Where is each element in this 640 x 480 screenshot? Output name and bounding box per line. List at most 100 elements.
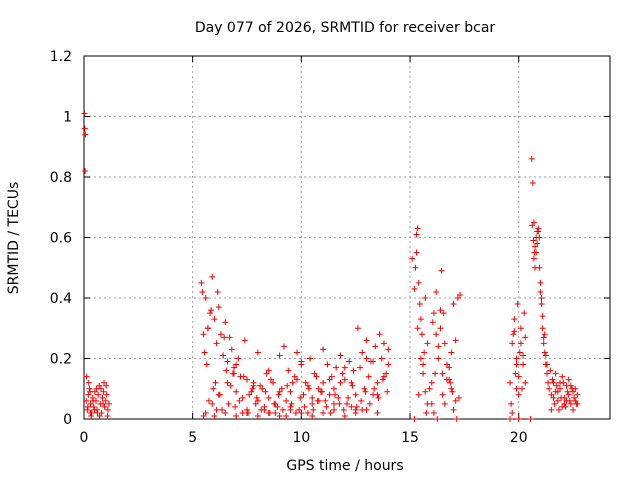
data-point <box>271 400 278 407</box>
data-point <box>103 391 110 398</box>
data-point <box>538 295 545 301</box>
data-point <box>411 285 418 292</box>
data-point <box>553 382 560 389</box>
data-point <box>380 373 387 380</box>
data-point <box>253 394 260 401</box>
data-point <box>510 331 517 338</box>
data-point <box>561 400 568 407</box>
data-point <box>443 376 450 383</box>
data-point <box>371 385 378 392</box>
data-point <box>84 406 91 413</box>
data-point <box>220 352 227 359</box>
data-point <box>250 382 257 389</box>
data-point <box>330 385 337 392</box>
data-point <box>520 361 527 368</box>
data-point <box>513 361 520 368</box>
data-point <box>438 267 445 274</box>
data-point <box>104 406 111 413</box>
data-point <box>94 409 101 416</box>
data-point <box>565 376 572 383</box>
data-point <box>310 406 317 413</box>
data-point <box>87 388 94 395</box>
data-point <box>548 391 555 398</box>
data-point <box>541 331 548 338</box>
data-point <box>215 391 222 398</box>
data-point <box>540 334 547 341</box>
data-point <box>428 379 435 386</box>
data-point <box>224 379 231 386</box>
data-point <box>423 409 430 416</box>
data-point <box>535 225 542 232</box>
data-point <box>313 373 320 380</box>
data-point <box>215 304 222 311</box>
data-point <box>298 409 305 416</box>
data-point <box>330 406 337 413</box>
data-point <box>555 406 562 413</box>
data-point <box>320 409 327 416</box>
data-point <box>537 279 544 286</box>
data-point <box>515 373 522 380</box>
data-point <box>531 249 538 256</box>
data-point <box>542 352 549 359</box>
data-point <box>311 370 318 377</box>
data-point <box>257 382 264 389</box>
data-point <box>547 367 554 374</box>
data-point <box>320 346 327 353</box>
data-point <box>353 403 360 410</box>
data-point <box>279 406 286 413</box>
data-point <box>345 394 352 401</box>
data-point <box>413 249 420 256</box>
data-point <box>309 400 316 407</box>
data-point <box>574 400 581 407</box>
data-point <box>352 409 359 416</box>
data-point <box>265 367 272 374</box>
data-point <box>322 397 329 404</box>
data-point <box>87 409 94 416</box>
data-point <box>534 240 541 247</box>
data-point <box>374 409 381 416</box>
data-point <box>252 400 259 407</box>
data-point <box>99 394 106 401</box>
y-tick-label: 1 <box>63 110 72 126</box>
data-point <box>337 379 344 386</box>
data-point <box>540 340 547 347</box>
data-point <box>90 397 97 404</box>
data-point <box>230 370 237 377</box>
data-point <box>226 334 233 341</box>
data-point <box>511 316 518 323</box>
data-point <box>235 355 242 362</box>
data-point <box>379 376 386 383</box>
data-point <box>223 367 230 374</box>
data-point <box>307 355 314 362</box>
data-point <box>385 361 392 368</box>
data-point <box>536 264 543 271</box>
data-point <box>205 397 212 404</box>
y-tick-label: 0.6 <box>50 231 72 247</box>
data-point <box>447 379 454 386</box>
data-point <box>514 301 521 308</box>
data-point <box>203 361 210 368</box>
data-point <box>420 370 427 377</box>
data-point <box>532 243 539 250</box>
data-point <box>417 355 424 362</box>
data-point <box>254 349 261 356</box>
data-point <box>91 406 98 413</box>
data-point <box>333 364 340 371</box>
data-point <box>509 409 516 416</box>
data-point <box>440 310 447 317</box>
data-point <box>336 400 343 407</box>
data-point <box>522 334 529 341</box>
data-point <box>559 403 566 410</box>
x-tick-label: 10 <box>292 430 310 446</box>
data-point <box>534 228 541 235</box>
data-point <box>261 403 268 410</box>
data-point <box>244 376 251 383</box>
data-point <box>262 388 269 395</box>
data-point <box>538 301 545 308</box>
data-point <box>100 400 107 407</box>
data-point <box>361 385 368 392</box>
data-point <box>93 385 100 392</box>
data-point <box>207 310 214 317</box>
data-point <box>509 340 516 347</box>
data-point <box>211 316 218 323</box>
